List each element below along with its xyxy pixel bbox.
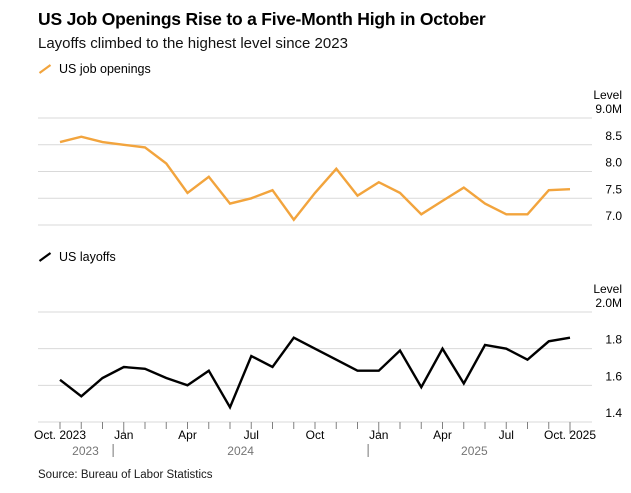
month-label: Jan xyxy=(114,428,133,442)
y-tick-label: 8.5 xyxy=(605,129,622,143)
y-axis-unit-label: Level xyxy=(593,88,622,102)
y-tick-label: 1.6 xyxy=(605,369,622,383)
y-tick-label: 1.4 xyxy=(605,406,622,420)
legend-job-openings-label: US job openings xyxy=(59,62,151,76)
layoffs-line xyxy=(59,336,571,411)
y-axis-unit-label: Level xyxy=(593,282,622,296)
y-tick-label: 2.0M xyxy=(595,296,622,310)
month-label: Jul xyxy=(499,428,514,442)
month-label: Oct. 2023 xyxy=(34,428,86,442)
month-label: Jan xyxy=(369,428,388,442)
y-tick-label: 7.5 xyxy=(605,182,622,196)
y-tick-label: 7.0 xyxy=(605,209,622,223)
year-label: 2025 xyxy=(461,444,488,458)
job-openings-line xyxy=(59,135,571,222)
layoffs-slash-icon xyxy=(38,252,52,262)
month-label: Apr xyxy=(178,428,197,442)
chart-subtitle: Layoffs climbed to the highest level sin… xyxy=(38,35,348,52)
y-tick-label: 9.0M xyxy=(595,102,622,116)
legend-layoffs: US layoffs xyxy=(38,250,116,264)
month-label: Oct. 2025 xyxy=(544,428,596,442)
y-tick-label: 1.8 xyxy=(605,333,622,347)
openings-slash-icon xyxy=(38,64,52,74)
year-label: 2023 xyxy=(72,444,99,458)
year-label: 2024 xyxy=(227,444,254,458)
chart-title: US Job Openings Rise to a Five-Month Hig… xyxy=(38,9,486,29)
source-note: Source: Bureau of Labor Statistics xyxy=(38,469,213,481)
y-tick-label: 8.0 xyxy=(605,156,622,170)
month-label: Oct xyxy=(306,428,325,442)
legend-job-openings: US job openings xyxy=(38,62,151,76)
month-label: Jul xyxy=(244,428,259,442)
month-label: Apr xyxy=(433,428,452,442)
legend-layoffs-label: US layoffs xyxy=(59,250,116,264)
